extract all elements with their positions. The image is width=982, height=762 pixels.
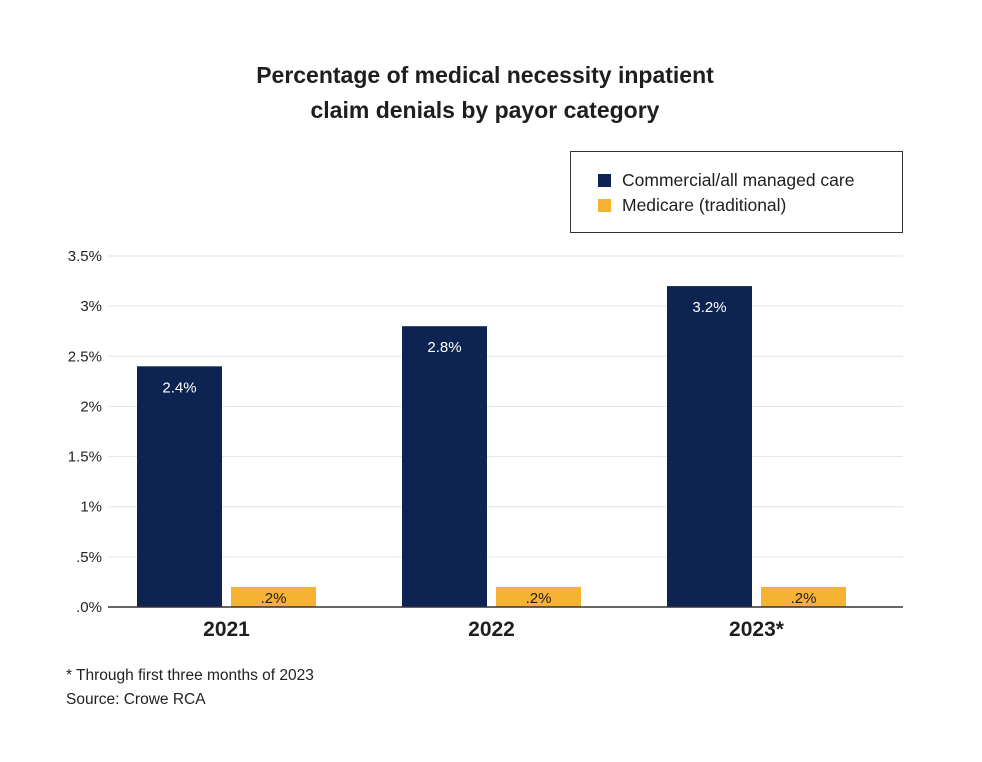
legend: Commercial/all managed care Medicare (tr… [570, 151, 903, 233]
bar-commercial [402, 326, 487, 607]
legend-label-medicare: Medicare (traditional) [622, 195, 787, 215]
y-tick-label: 2% [80, 398, 102, 415]
value-label-medicare: .2% [791, 590, 817, 607]
value-label-medicare: .2% [526, 590, 552, 607]
x-category-label: 2022 [468, 618, 515, 641]
chart-title-line-1: Percentage of medical necessity inpatien… [256, 62, 714, 88]
legend-item-medicare: Medicare (traditional) [598, 195, 786, 216]
y-tick-label: 1% [80, 499, 102, 516]
value-label-commercial: 2.4% [162, 379, 196, 396]
y-tick-label: 3% [80, 298, 102, 315]
y-tick-label: 3.5% [68, 248, 102, 265]
value-label-medicare: .2% [261, 590, 287, 607]
value-label-commercial: 2.8% [427, 339, 461, 356]
bar-commercial [667, 286, 752, 607]
chart-title: Percentage of medical necessity inpatien… [0, 58, 970, 128]
value-label-commercial: 3.2% [692, 299, 726, 316]
source-note: Source: Crowe RCA [66, 691, 206, 708]
bar-medicare [496, 586, 581, 607]
x-category-label: 2021 [203, 618, 250, 641]
legend-label-commercial: Commercial/all managed care [622, 170, 855, 190]
legend-swatch-medicare [598, 199, 611, 212]
y-tick-label: .5% [76, 549, 102, 566]
bar-medicare [231, 586, 316, 607]
bar-commercial [137, 366, 222, 607]
footnote: * Through first three months of 2023 [66, 667, 314, 684]
legend-item-commercial: Commercial/all managed care [598, 170, 854, 191]
bar-medicare [761, 586, 846, 607]
chart-title-line-2: claim denials by payor category [310, 97, 660, 123]
x-category-label: 2023* [729, 618, 785, 641]
chart-notes: * Through first three months of 2023 Sou… [66, 664, 314, 712]
legend-swatch-commercial [598, 174, 611, 187]
y-tick-label: 2.5% [68, 348, 102, 365]
y-tick-label: .0% [76, 599, 102, 616]
y-tick-label: 1.5% [68, 449, 102, 466]
